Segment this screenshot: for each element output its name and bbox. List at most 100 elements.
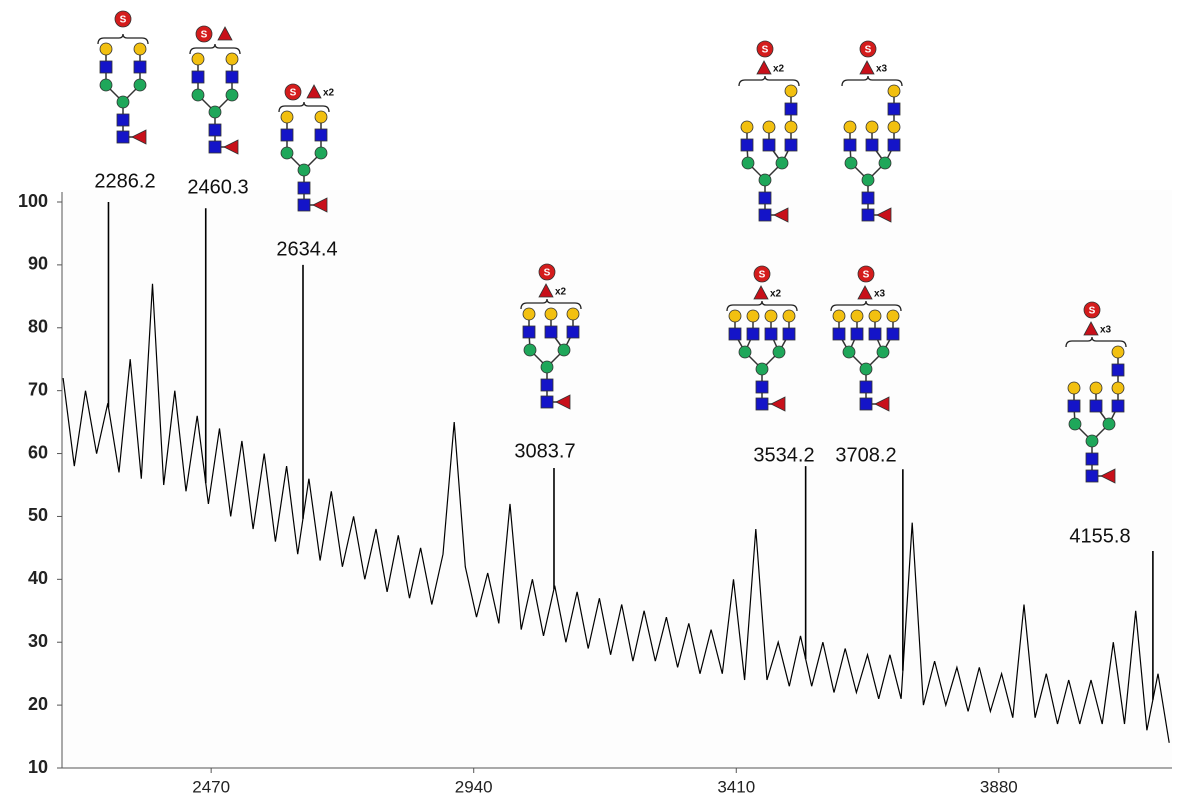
monosaccharide (886, 327, 900, 341)
monosaccharide (868, 309, 882, 323)
monosaccharide (99, 60, 113, 74)
monosaccharide (861, 173, 875, 187)
monosaccharide (782, 309, 796, 323)
monosaccharide (522, 325, 536, 339)
y-tick-label: 80 (28, 317, 48, 337)
plot-area (62, 190, 1172, 768)
monosaccharide (99, 78, 113, 92)
fucose-count: x3 (1100, 325, 1112, 336)
monosaccharide (782, 327, 796, 341)
sialic-label: S (1089, 306, 1096, 317)
brace (278, 101, 330, 113)
monosaccharide (775, 156, 789, 170)
monosaccharide (758, 191, 772, 205)
monosaccharide (566, 307, 580, 321)
monosaccharide (280, 128, 294, 142)
monosaccharide (1067, 381, 1081, 395)
monosaccharide (861, 208, 875, 222)
monosaccharide (314, 128, 328, 142)
peak-label: 3708.2 (835, 444, 896, 466)
y-tick-label: 50 (28, 505, 48, 525)
sialic-label: S (120, 15, 127, 26)
monosaccharide (225, 52, 239, 66)
monosaccharide (868, 327, 882, 341)
fucose (538, 283, 554, 298)
brace (97, 33, 149, 45)
monosaccharide (557, 343, 571, 357)
peak-label: 2460.3 (187, 176, 248, 198)
monosaccharide (887, 102, 901, 116)
monosaccharide (1067, 399, 1081, 413)
monosaccharide (728, 309, 742, 323)
monosaccharide (738, 345, 752, 359)
monosaccharide (843, 138, 857, 152)
monosaccharide (1068, 417, 1082, 431)
monosaccharide (784, 120, 798, 134)
x-tick-label: 3880 (980, 777, 1018, 796)
monosaccharide (886, 309, 900, 323)
sialic-label: S (759, 270, 766, 281)
monosaccharide (280, 146, 294, 160)
monosaccharide (208, 105, 222, 119)
monosaccharide (1085, 434, 1099, 448)
peak-label: 2634.4 (276, 238, 337, 260)
monosaccharide (740, 120, 754, 134)
x-tick-label: 2470 (192, 777, 230, 796)
fucose (876, 207, 892, 223)
sialic-label: S (544, 268, 551, 279)
monosaccharide (116, 130, 130, 144)
monosaccharide (1085, 452, 1099, 466)
fucose (753, 285, 769, 300)
monosaccharide (878, 156, 892, 170)
sialic-acid (1083, 301, 1101, 319)
monosaccharide (99, 42, 113, 56)
x-tick-label: 2940 (455, 777, 493, 796)
y-tick-label: 10 (28, 757, 48, 777)
monosaccharide (191, 88, 205, 102)
monosaccharide (297, 163, 311, 177)
monosaccharide (740, 138, 754, 152)
monosaccharide (314, 110, 328, 124)
fucose-count: x2 (770, 289, 782, 300)
sialic-label: S (201, 30, 208, 41)
brace (738, 75, 800, 87)
monosaccharide (784, 102, 798, 116)
monosaccharide (755, 397, 769, 411)
fucose (312, 197, 328, 213)
fucose (859, 60, 875, 75)
y-tick-label: 20 (28, 694, 48, 714)
monosaccharide (208, 123, 222, 137)
peak-label: 4155.8 (1069, 525, 1130, 547)
monosaccharide (887, 138, 901, 152)
fucose-count: x2 (773, 64, 785, 75)
brace (1065, 336, 1127, 348)
monosaccharide (133, 42, 147, 56)
fucose (756, 60, 772, 75)
fucose (874, 396, 890, 412)
brace (830, 300, 902, 312)
x-tick-label: 3410 (717, 777, 755, 796)
monosaccharide (116, 113, 130, 127)
sialic-acid (857, 265, 875, 283)
monosaccharide (523, 343, 537, 357)
sialic-acid (859, 40, 877, 58)
monosaccharide (843, 120, 857, 134)
fucose (1083, 321, 1099, 336)
spectrum-line (62, 283, 1170, 743)
monosaccharide (887, 120, 901, 134)
monosaccharide (764, 327, 778, 341)
monosaccharide (544, 325, 558, 339)
monosaccharide (876, 345, 890, 359)
brace (520, 298, 582, 310)
monosaccharide (1111, 363, 1125, 377)
y-tick-label: 30 (28, 631, 48, 651)
fucose (131, 129, 147, 145)
y-tick-label: 90 (28, 254, 48, 274)
sialic-acid (538, 263, 556, 281)
peak-label: 3083.7 (514, 440, 575, 462)
monosaccharide (859, 397, 873, 411)
monosaccharide (746, 327, 760, 341)
monosaccharide (850, 327, 864, 341)
sialic-acid (114, 10, 132, 28)
